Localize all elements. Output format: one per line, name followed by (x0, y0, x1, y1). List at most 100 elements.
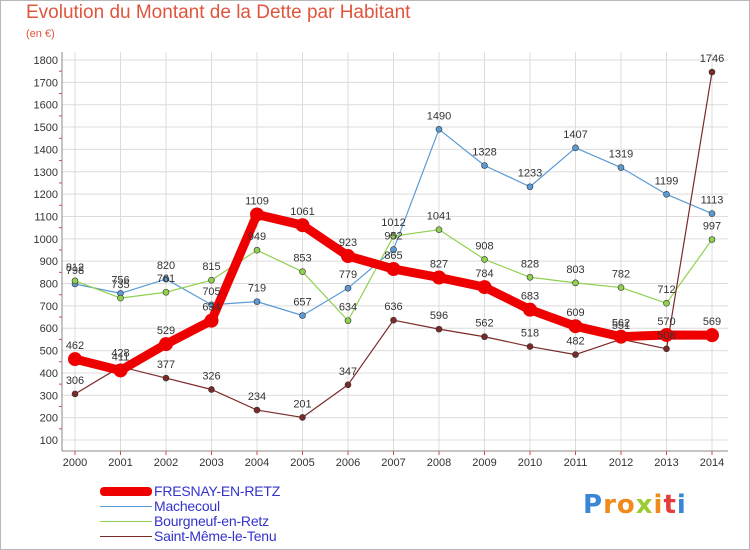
data-point-machecoul (299, 312, 306, 319)
data-label-machecoul: 1407 (563, 129, 587, 141)
y-tick-label: 1500 (34, 122, 58, 134)
data-label-machecoul: 820 (157, 260, 175, 272)
data-label-fresnay-en-retz: 529 (157, 325, 175, 337)
chart-title: Evolution du Montant de la Dette par Hab… (26, 2, 411, 23)
data-label-saint-meme-le-tenu: 596 (430, 310, 448, 322)
data-label-bourgneuf-en-retz: 803 (566, 264, 584, 276)
y-tick-label: 100 (40, 435, 58, 447)
legend-swatch (100, 487, 152, 496)
data-point-fresnay-en-retz (386, 262, 401, 276)
legend-item-saint-meme-le-tenu: Saint-Même-le-Tenu (100, 529, 400, 544)
x-tick-label: 2014 (700, 457, 724, 469)
data-point-fresnay-en-retz (477, 280, 492, 295)
data-label-machecoul: 1328 (472, 147, 496, 159)
data-point-bourgneuf-en-retz (663, 299, 670, 307)
data-point-fresnay-en-retz (705, 328, 719, 343)
data-point-saint-meme-le-tenu (663, 345, 670, 353)
data-point-bourgneuf-en-retz (299, 268, 306, 275)
data-point-machecoul (617, 164, 625, 171)
data-label-saint-meme-le-tenu: 518 (521, 328, 539, 340)
data-point-bourgneuf-en-retz (162, 288, 170, 296)
y-tick-label: 300 (40, 390, 58, 402)
data-label-fresnay-en-retz: 784 (475, 268, 493, 280)
data-point-saint-meme-le-tenu (526, 343, 534, 350)
data-point-machecoul (435, 125, 443, 133)
data-label-fresnay-en-retz: 569 (703, 316, 721, 328)
y-tick-label: 400 (40, 368, 58, 380)
data-point-bourgneuf-en-retz (253, 246, 261, 254)
legend-item-machecoul: Machecoul (100, 499, 400, 514)
data-point-fresnay-en-retz (159, 337, 173, 352)
data-point-saint-meme-le-tenu (708, 68, 716, 76)
data-label-bourgneuf-en-retz: 949 (248, 231, 266, 243)
data-point-machecoul (708, 210, 716, 217)
data-point-bourgneuf-en-retz (526, 273, 534, 281)
legend-item-fresnay-en-retz: FRESNAY-EN-RETZ (100, 484, 400, 499)
data-point-fresnay-en-retz (68, 352, 82, 367)
data-point-fresnay-en-retz (113, 363, 128, 378)
data-label-saint-meme-le-tenu: 347 (339, 366, 357, 378)
data-label-fresnay-en-retz: 462 (66, 340, 84, 352)
x-tick-label: 2012 (609, 457, 633, 469)
data-point-saint-meme-le-tenu (71, 390, 79, 398)
y-tick-label: 1300 (34, 167, 58, 179)
data-label-saint-meme-le-tenu: 508 (657, 330, 675, 342)
data-label-bourgneuf-en-retz: 1041 (427, 211, 451, 223)
data-label-bourgneuf-en-retz: 761 (157, 273, 175, 285)
data-point-saint-meme-le-tenu (435, 325, 443, 333)
data-point-saint-meme-le-tenu (299, 414, 306, 421)
data-point-saint-meme-le-tenu (390, 316, 397, 324)
data-label-fresnay-en-retz: 683 (521, 291, 539, 303)
data-point-bourgneuf-en-retz (617, 284, 625, 291)
y-tick-label: 1400 (34, 144, 58, 156)
data-label-machecoul: 779 (339, 269, 357, 281)
data-point-bourgneuf-en-retz (390, 232, 397, 240)
data-label-machecoul: 952 (384, 231, 402, 243)
data-point-machecoul (390, 246, 397, 253)
data-label-bourgneuf-en-retz: 1012 (381, 217, 405, 229)
legend-label: Bourgneuf-en-Retz (154, 513, 269, 529)
axis-layer: 100 200 300 400 500 600 700 800 900 1000 1100 1200 1… (34, 52, 728, 469)
data-point-saint-meme-le-tenu (572, 351, 579, 358)
data-point-bourgneuf-en-retz (344, 317, 352, 324)
y-tick-label: 1200 (34, 189, 58, 201)
data-point-machecoul (162, 275, 170, 283)
data-label-machecoul: 1113 (701, 195, 724, 207)
y-tick-label: 500 (40, 346, 58, 358)
data-label-fresnay-en-retz: 570 (657, 316, 675, 328)
data-point-machecoul (663, 191, 670, 198)
data-label-machecoul: 1319 (609, 149, 633, 161)
y-tick-label: 800 (40, 279, 58, 291)
data-point-machecoul (253, 298, 261, 305)
data-point-fresnay-en-retz (659, 327, 674, 342)
data-label-machecoul: 756 (111, 274, 129, 286)
legend-label: FRESNAY-EN-RETZ (154, 483, 281, 499)
legend-swatch (100, 506, 152, 507)
data-label-saint-meme-le-tenu: 1746 (700, 53, 724, 65)
x-tick-label: 2011 (564, 457, 588, 469)
data-label-saint-meme-le-tenu: 636 (384, 301, 402, 313)
data-label-bourgneuf-en-retz: 815 (202, 261, 220, 273)
data-label-bourgneuf-en-retz: 712 (657, 284, 675, 296)
data-point-bourgneuf-en-retz (117, 294, 124, 302)
x-tick-label: 2013 (654, 457, 678, 469)
data-point-bourgneuf-en-retz (481, 256, 488, 263)
data-point-bourgneuf-en-retz (208, 276, 215, 284)
x-tick-label: 2010 (518, 457, 542, 469)
data-point-fresnay-en-retz (568, 319, 583, 334)
y-tick-label: 1000 (34, 234, 58, 246)
data-label-machecoul: 1490 (427, 110, 451, 122)
y-tick-label: 600 (40, 323, 58, 335)
data-point-fresnay-en-retz (523, 302, 537, 317)
x-tick-label: 2002 (154, 457, 178, 469)
label-layer: 798 756 820 705 719 657 779 952 1490 1328 1233 1407… (66, 53, 724, 410)
data-label-fresnay-en-retz: 827 (430, 258, 448, 270)
data-point-saint-meme-le-tenu (253, 406, 261, 414)
data-label-saint-meme-le-tenu: 201 (293, 398, 311, 410)
legend-item-bourgneuf-en-retz: Bourgneuf-en-Retz (100, 514, 400, 529)
series-layer (68, 68, 719, 421)
y-tick-label: 900 (40, 256, 58, 268)
data-label-saint-meme-le-tenu: 428 (111, 348, 129, 360)
x-tick-label: 2000 (63, 457, 87, 469)
data-label-saint-meme-le-tenu: 551 (612, 320, 630, 332)
